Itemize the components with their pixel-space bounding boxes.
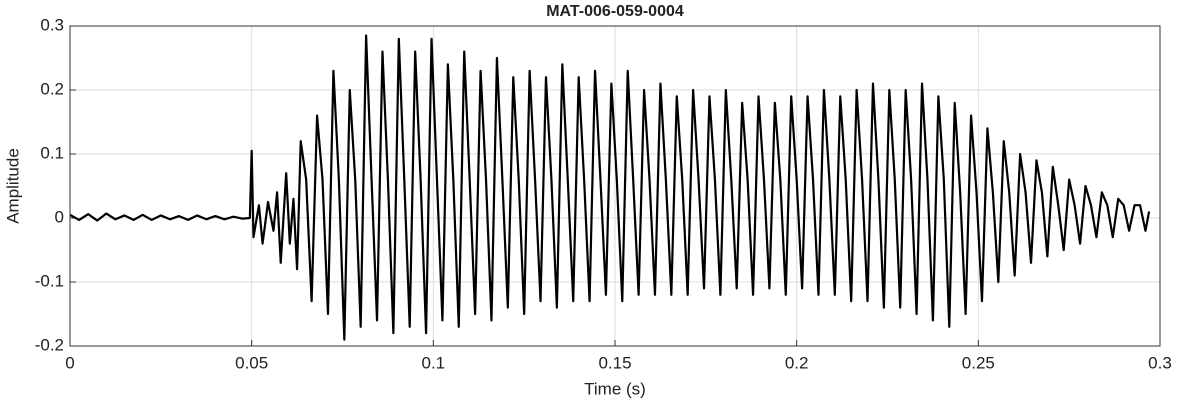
y-tick-label: 0.1 — [40, 143, 64, 162]
x-tick-label: 0.1 — [422, 353, 446, 372]
x-tick-label: 0.25 — [962, 353, 995, 372]
y-tick-label: 0.3 — [40, 15, 64, 34]
y-tick-label: -0.2 — [35, 335, 64, 354]
x-tick-label: 0.05 — [235, 353, 268, 372]
y-tick-label: -0.1 — [35, 271, 64, 290]
x-axis-label: Time (s) — [584, 379, 646, 398]
x-tick-label: 0 — [65, 353, 74, 372]
plot-frame — [69, 25, 1161, 347]
x-tick-label: 0.3 — [1148, 353, 1172, 372]
chart-title: MAT-006-059-0004 — [546, 3, 684, 20]
x-tick-label: 0.15 — [598, 353, 631, 372]
x-tick-label: 0.2 — [785, 353, 809, 372]
y-tick-label: 0.2 — [40, 79, 64, 98]
y-tick-label: 0 — [55, 207, 64, 226]
y-axis-label: Amplitude — [3, 148, 22, 224]
waveform-line — [69, 34, 1151, 341]
